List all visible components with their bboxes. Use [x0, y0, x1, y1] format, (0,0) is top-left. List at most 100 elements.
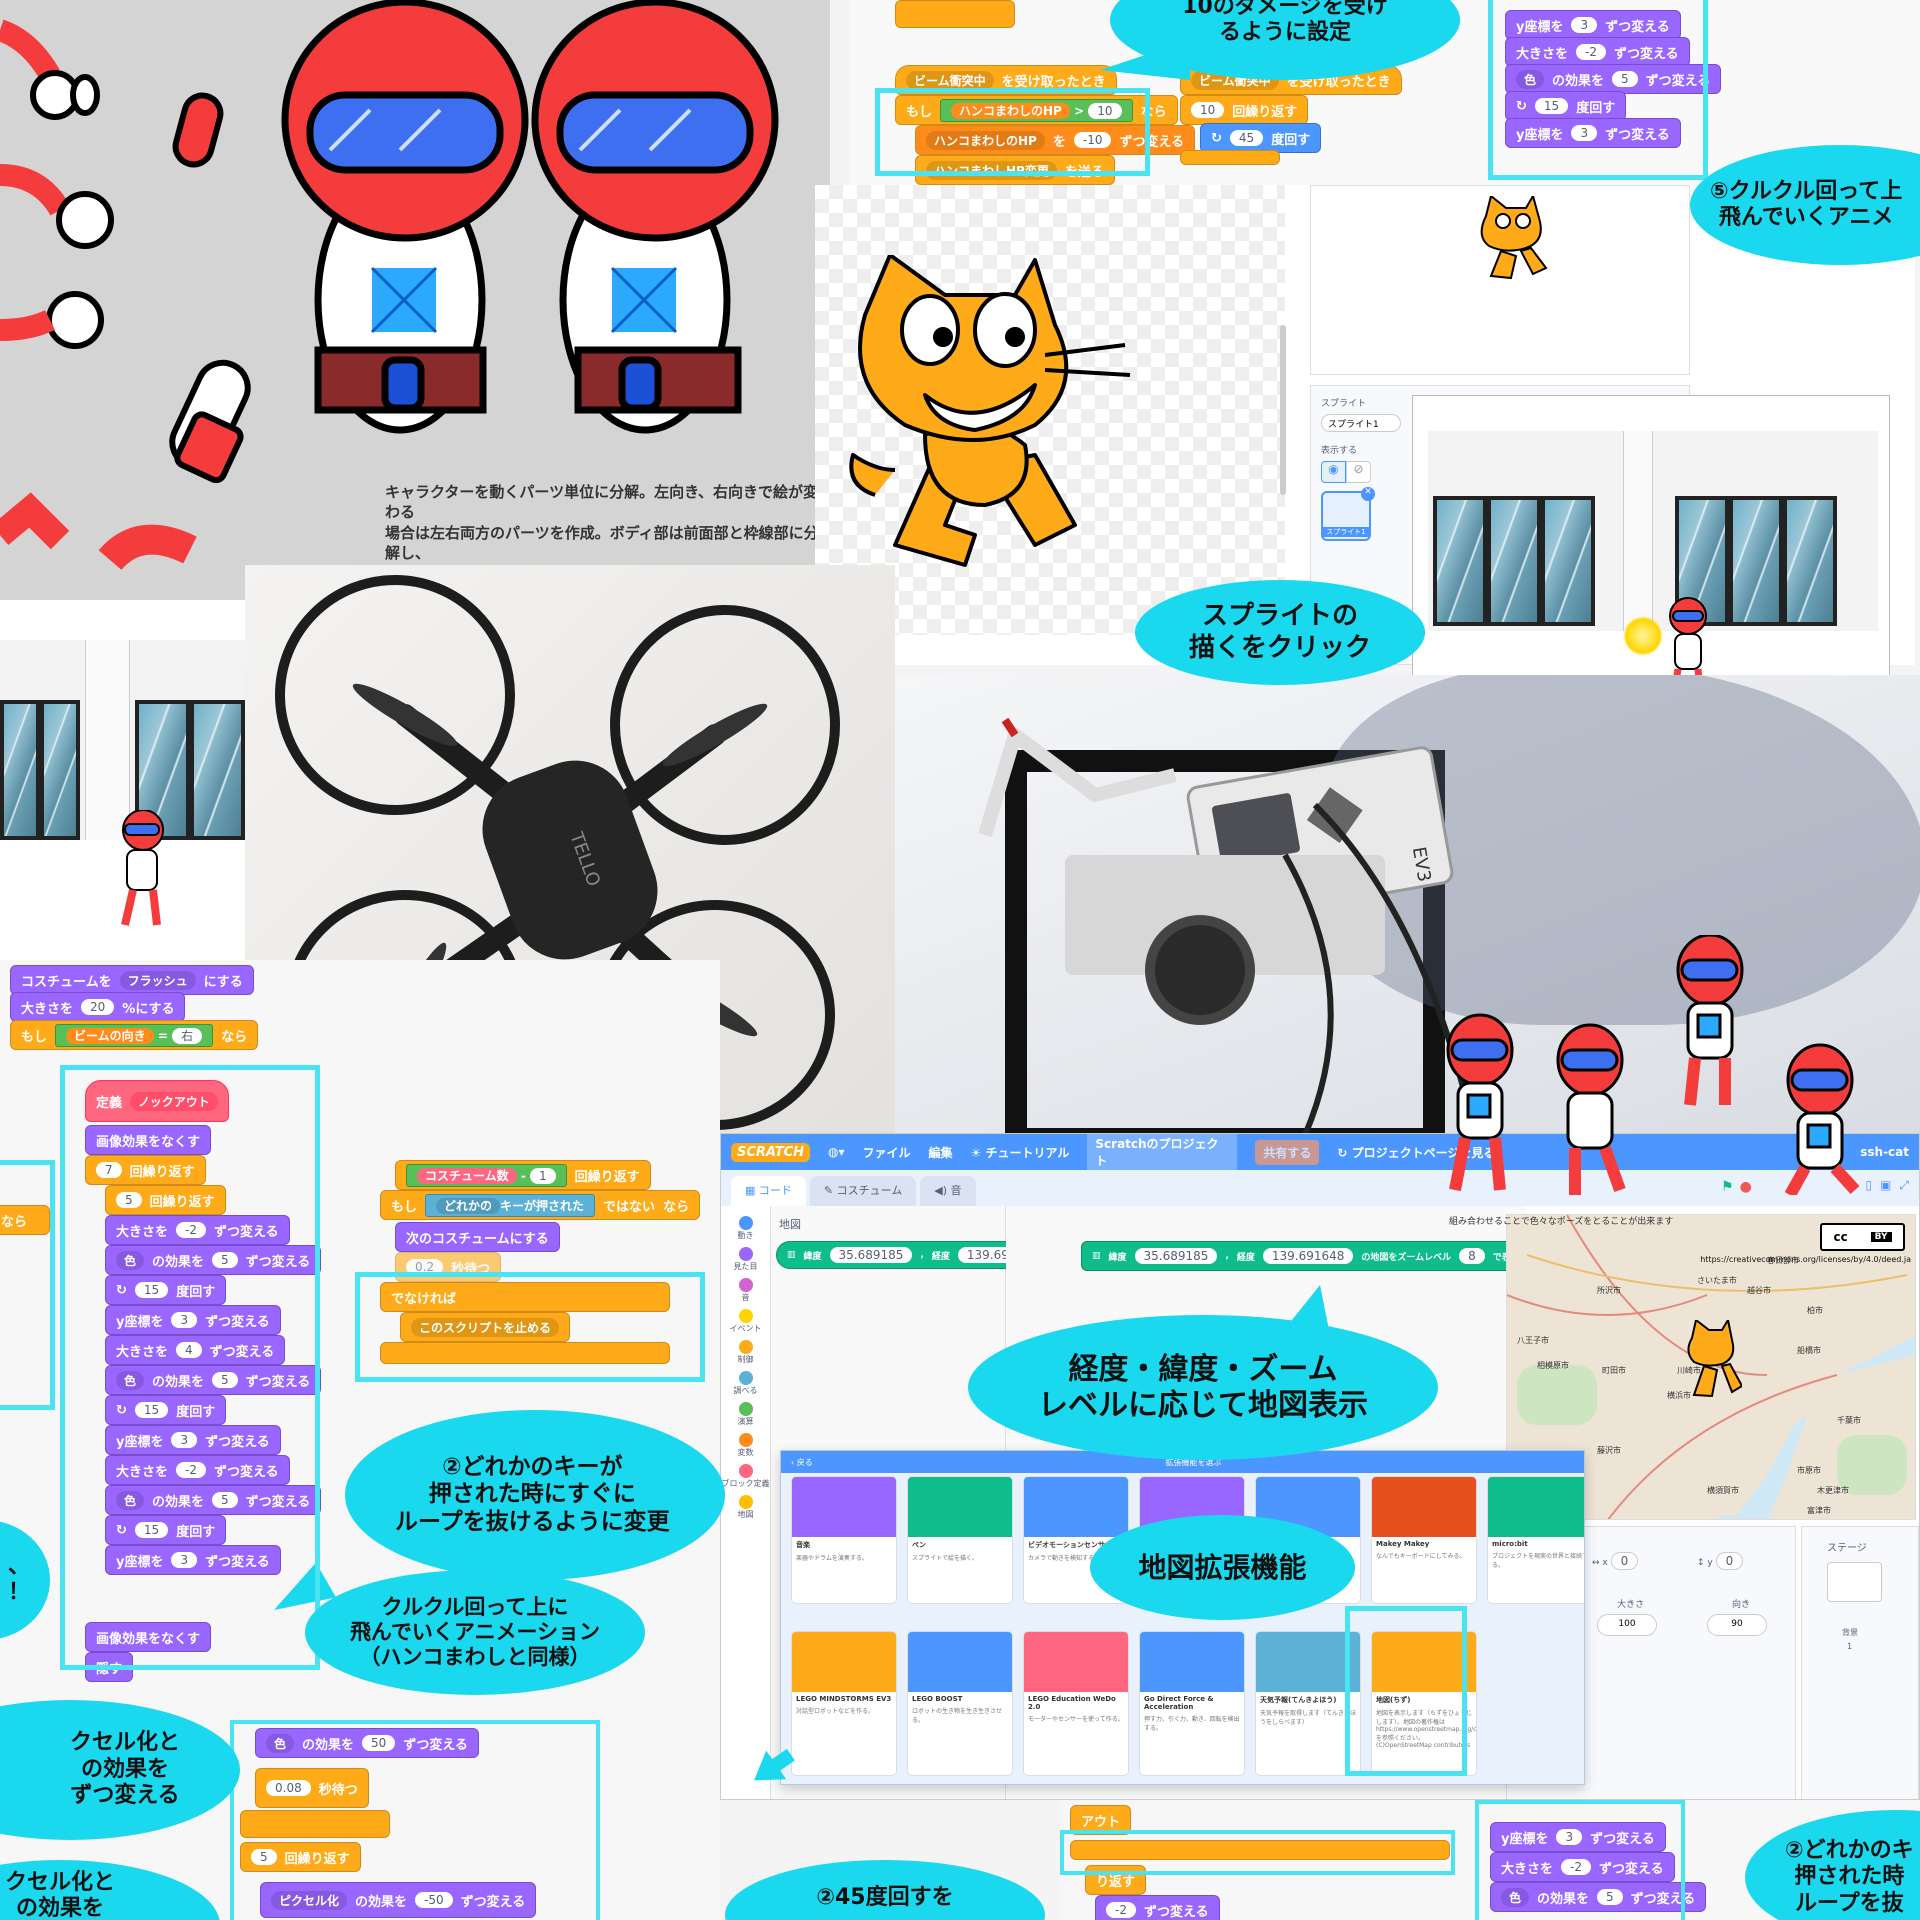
tab-sound[interactable]: ◀) 音: [920, 1176, 976, 1206]
clear-effects-block[interactable]: 画像効果をなくす: [85, 1125, 212, 1155]
knockout-row[interactable]: y座標を 3 ずつ変える: [105, 1545, 281, 1575]
pixelate-effect-block[interactable]: ピクセル化 の効果を -50 ずつ変える: [260, 1882, 537, 1918]
large-stage-icon[interactable]: ▣: [1880, 1178, 1892, 1192]
size-set-block[interactable]: 大きさを 20 %にする: [10, 992, 186, 1022]
kanto-map: [1507, 1215, 1915, 1519]
category-item[interactable]: 調べる: [721, 1371, 770, 1396]
stop-script-block[interactable]: このスクリプトを止める: [400, 1312, 571, 1342]
map-show-block[interactable]: ▥緯度35.689185,経度139.691648の地図をズームレベル8で表示す…: [1081, 1241, 1549, 1271]
knockout-row[interactable]: 大きさを 4 ずつ変える: [105, 1335, 286, 1365]
spin-code-row[interactable]: 色の効果を 5 ずつ変える: [1505, 64, 1722, 94]
category-dot-icon: [738, 1309, 753, 1323]
knockout-row[interactable]: 色の効果を 5 ずつ変える: [105, 1245, 322, 1275]
next-costume-block[interactable]: 次のコスチュームにする: [395, 1222, 560, 1252]
knockout-row[interactable]: 色の効果を 5 ずつ変える: [105, 1485, 322, 1515]
knockout-row[interactable]: ↻ 15 度回す: [105, 1275, 227, 1305]
dialog-header: ‹ 戻る 拡張機能を選ぶ: [781, 1451, 1584, 1473]
br-color-block[interactable]: 色の効果を 5 ずつ変える: [1490, 1882, 1707, 1912]
show-toggle-visible[interactable]: ◉: [1321, 461, 1346, 483]
define-knockout-block[interactable]: 定義 ノックアウト: [85, 1080, 229, 1122]
show-toggle-hidden[interactable]: ⊘: [1346, 461, 1371, 483]
extension-card[interactable]: 地図(ちず) 地図を表示します（ちずをひょうじします）。地図の著作権は https…: [1371, 1631, 1477, 1776]
share-button[interactable]: 共有する: [1255, 1139, 1320, 1165]
costume-flash-block[interactable]: コスチュームを フラッシュ にする: [10, 965, 254, 995]
knockout-row[interactable]: ↻ 15 度回す: [105, 1395, 227, 1425]
category-item[interactable]: 動き: [721, 1216, 770, 1241]
color-effect-block[interactable]: 色の効果を 50 ずつ変える: [255, 1728, 479, 1758]
knockout-row[interactable]: y座標を 3 ずつ変える: [105, 1305, 281, 1335]
x-field[interactable]: ↔ x 0: [1592, 1552, 1639, 1570]
spin-code-row[interactable]: 大きさを -2 ずつ変える: [1505, 37, 1690, 67]
scratch-logo[interactable]: SCRATCH: [731, 1142, 811, 1162]
category-dot-icon: [738, 1495, 753, 1509]
extension-card[interactable]: Go Direct Force & Acceleration 押す力、引く力、動き…: [1139, 1631, 1245, 1776]
wait-008-block[interactable]: 0.08 秒待つ: [255, 1768, 369, 1808]
extension-card[interactable]: Makey Makey なんでもキーボードにしてみる。: [1371, 1476, 1477, 1604]
repeat-costume-count-block[interactable]: コスチューム数 - 1 回繰り返す: [395, 1160, 651, 1190]
extension-card[interactable]: LEGO BOOST ロボットの生き物を生き生きさせる。: [907, 1631, 1013, 1776]
y-field[interactable]: ↕ y 0: [1697, 1552, 1744, 1570]
fullscreen-icon[interactable]: ⤢: [1899, 1178, 1909, 1192]
turn-block[interactable]: ↻ 45 度回す: [1200, 123, 1322, 153]
category-item[interactable]: 音: [721, 1278, 770, 1303]
knockout-row[interactable]: 色の効果を 5 ずつ変える: [105, 1365, 322, 1395]
sprite-thumbnail[interactable]: スプライト1 ✕: [1321, 487, 1375, 541]
direction-field[interactable]: 90: [1707, 1614, 1767, 1636]
small-stage-icon[interactable]: ▯: [1865, 1178, 1873, 1192]
knockout-highlight: [60, 1065, 320, 1670]
bottom-highlight: [230, 1720, 600, 1920]
spin-code-row[interactable]: y座標を 3 ずつ変える: [1505, 10, 1681, 40]
repeat-block[interactable]: 10 回繰り返す: [1180, 95, 1309, 125]
map-label: 市原市: [1797, 1466, 1821, 1475]
extension-card[interactable]: ビデオモーションセンサー カメラで動きを検知する。: [1023, 1476, 1129, 1604]
category-item[interactable]: 制御: [721, 1340, 770, 1365]
delete-sprite-icon[interactable]: ✕: [1361, 487, 1375, 501]
category-item[interactable]: イベント: [721, 1309, 770, 1334]
knockout-row[interactable]: 大きさを -2 ずつ変える: [105, 1215, 290, 1245]
category-item[interactable]: 演算: [721, 1402, 770, 1427]
knockout-row[interactable]: 大きさを -2 ずつ変える: [105, 1455, 290, 1485]
menu-file[interactable]: ファイル: [862, 1145, 911, 1160]
extension-card[interactable]: LEGO MINDSTORMS EV3 対話型ロボットなどを作る。: [791, 1631, 897, 1776]
br-y-block[interactable]: y座標を 3 ずつ変える: [1490, 1822, 1666, 1852]
menu-edit[interactable]: 編集: [928, 1145, 953, 1160]
username[interactable]: ssh-cat: [1860, 1145, 1909, 1159]
clear-effects-block-2[interactable]: 画像効果をなくす: [85, 1622, 212, 1652]
category-item[interactable]: 変数: [721, 1433, 770, 1458]
size-field[interactable]: 100: [1597, 1614, 1657, 1636]
if-not-key-block[interactable]: もし どれかの キーが押された ではない なら: [380, 1190, 701, 1220]
extension-card[interactable]: micro:bit プロジェクトを現実の世界と接続する。: [1487, 1476, 1584, 1604]
tab-costume[interactable]: ✎ コスチューム: [809, 1176, 917, 1206]
knockout-row[interactable]: y座標を 3 ずつ変える: [105, 1425, 281, 1455]
category-item[interactable]: 見た目: [721, 1247, 770, 1272]
extension-card[interactable]: 天気予報(てんきよほう) 天気予報を取得します（てんきよほうをしらべます）: [1255, 1631, 1361, 1776]
category-item[interactable]: 地図: [721, 1495, 770, 1520]
spin-callout-top-right: ⑤クルクル回って上 飛んでいくアニメ: [1690, 145, 1920, 265]
tab-code[interactable]: ▦ コード: [731, 1176, 806, 1206]
green-flag-icon[interactable]: ⚑: [1721, 1179, 1734, 1195]
category-item[interactable]: ブロック定義: [721, 1464, 770, 1489]
if-block[interactable]: もし ハンコまわしのHP > 10 なら: [895, 95, 1178, 125]
spin-code-row[interactable]: y座標を 3 ずつ変える: [1505, 118, 1681, 148]
sprite-name-field[interactable]: スプライト1: [1321, 414, 1401, 432]
category-menu: 動き見た目音イベント制御調べる演算変数ブロック定義 地図: [721, 1206, 771, 1799]
project-name-field[interactable]: Scratchのプロジェクト: [1087, 1134, 1238, 1173]
stop-icon[interactable]: ●: [1739, 1179, 1752, 1195]
stage-thumb[interactable]: [1827, 1562, 1882, 1602]
wait-block[interactable]: 0.2 秒待つ: [395, 1252, 502, 1282]
extension-card[interactable]: 音楽 楽器やドラムを演奏する。: [791, 1476, 897, 1604]
repeat7-block[interactable]: 7 回繰り返す: [85, 1155, 206, 1185]
br-size2-block[interactable]: 大きさを -2 ずつ変える: [1490, 1852, 1675, 1882]
extension-card[interactable]: ペン スプライトで絵を描く。: [907, 1476, 1013, 1604]
br-size-block[interactable]: -2 ずつ変える: [1095, 1895, 1220, 1920]
repeat5-bottom-block[interactable]: 5 回繰り返す: [240, 1842, 361, 1872]
if-direction-block[interactable]: もし ビームの向き = 右なら: [10, 1020, 259, 1050]
knockout-row[interactable]: ↻ 15 度回す: [105, 1515, 227, 1545]
extension-card[interactable]: LEGO Education WeDo 2.0 モーターやセンサーを使って作る。: [1023, 1631, 1129, 1776]
paint-scrollbar[interactable]: [1280, 325, 1286, 495]
else-block[interactable]: でなければ: [380, 1282, 670, 1312]
globe-icon[interactable]: ◍▾: [828, 1145, 845, 1159]
repeat5-block[interactable]: 5 回繰り返す: [105, 1185, 226, 1215]
tutorial-button[interactable]: ☀ チュートリアル: [970, 1145, 1070, 1160]
back-button[interactable]: ‹ 戻る: [791, 1457, 813, 1467]
